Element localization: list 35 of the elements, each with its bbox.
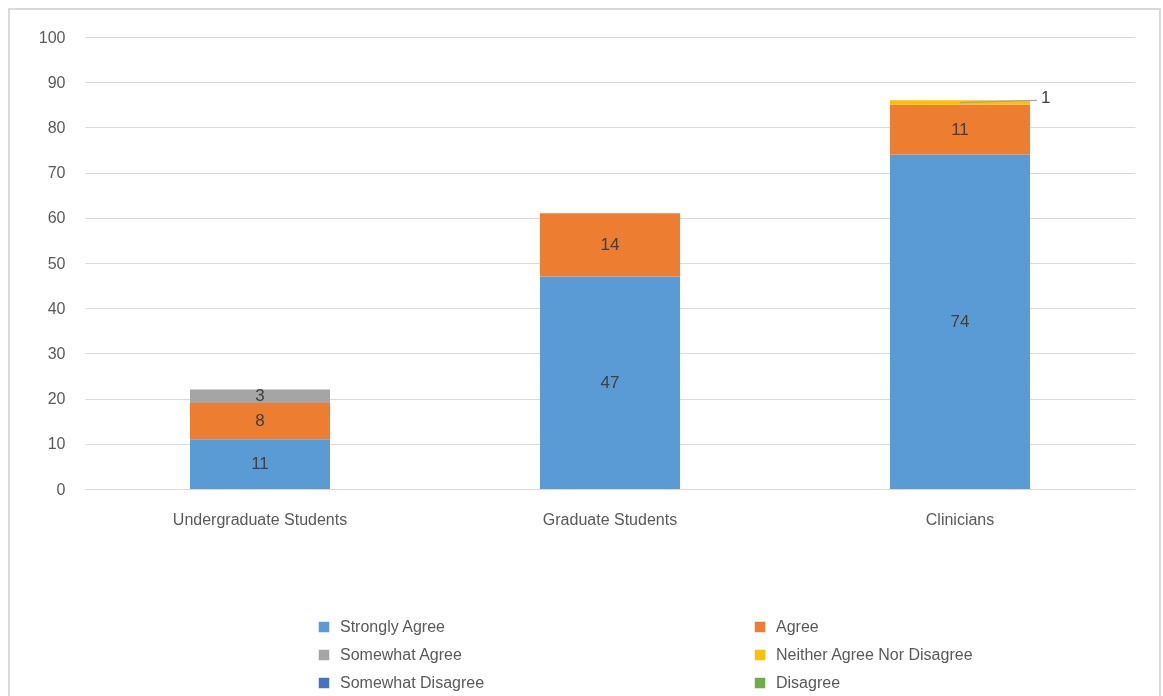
legend-label: Somewhat Disagree xyxy=(340,674,485,691)
legend-label: Neither Agree Nor Disagree xyxy=(776,646,973,663)
y-tick-label: 20 xyxy=(47,390,66,408)
data-label: 47 xyxy=(600,372,620,392)
y-tick-label: 80 xyxy=(47,118,66,136)
bar xyxy=(190,439,330,489)
y-tick-label: 100 xyxy=(38,28,66,46)
bar xyxy=(190,389,330,404)
y-tick-label: 10 xyxy=(47,435,66,453)
y-tick-label: 60 xyxy=(47,209,66,227)
bar xyxy=(190,403,330,440)
legend-label: Agree xyxy=(776,618,819,635)
bar xyxy=(890,104,1030,155)
x-tick-label: Graduate Students xyxy=(542,510,678,528)
x-tick-label: Undergraduate Students xyxy=(172,510,348,528)
data-label: 74 xyxy=(950,311,970,331)
data-label: 3 xyxy=(255,386,265,406)
data-label: 8 xyxy=(255,411,265,431)
data-label: 1 xyxy=(1041,88,1051,108)
y-tick-label: 90 xyxy=(47,73,66,91)
y-tick-label: 40 xyxy=(47,299,66,317)
data-label: 11 xyxy=(951,119,969,139)
x-tick-label: Clinicians xyxy=(925,510,995,528)
legend-label: Disagree xyxy=(776,674,841,691)
bar xyxy=(540,276,680,489)
y-tick-label: 70 xyxy=(47,164,66,182)
bar xyxy=(540,213,680,277)
y-tick-label: 0 xyxy=(56,480,66,498)
bar xyxy=(890,154,1030,489)
data-label: 11 xyxy=(251,454,269,474)
y-tick-label: 50 xyxy=(47,254,66,272)
legend-label: Somewhat Agree xyxy=(340,646,462,663)
legend-label: Strongly Agree xyxy=(340,618,446,635)
data-label: 14 xyxy=(600,234,620,254)
y-tick-label: 30 xyxy=(47,344,66,362)
